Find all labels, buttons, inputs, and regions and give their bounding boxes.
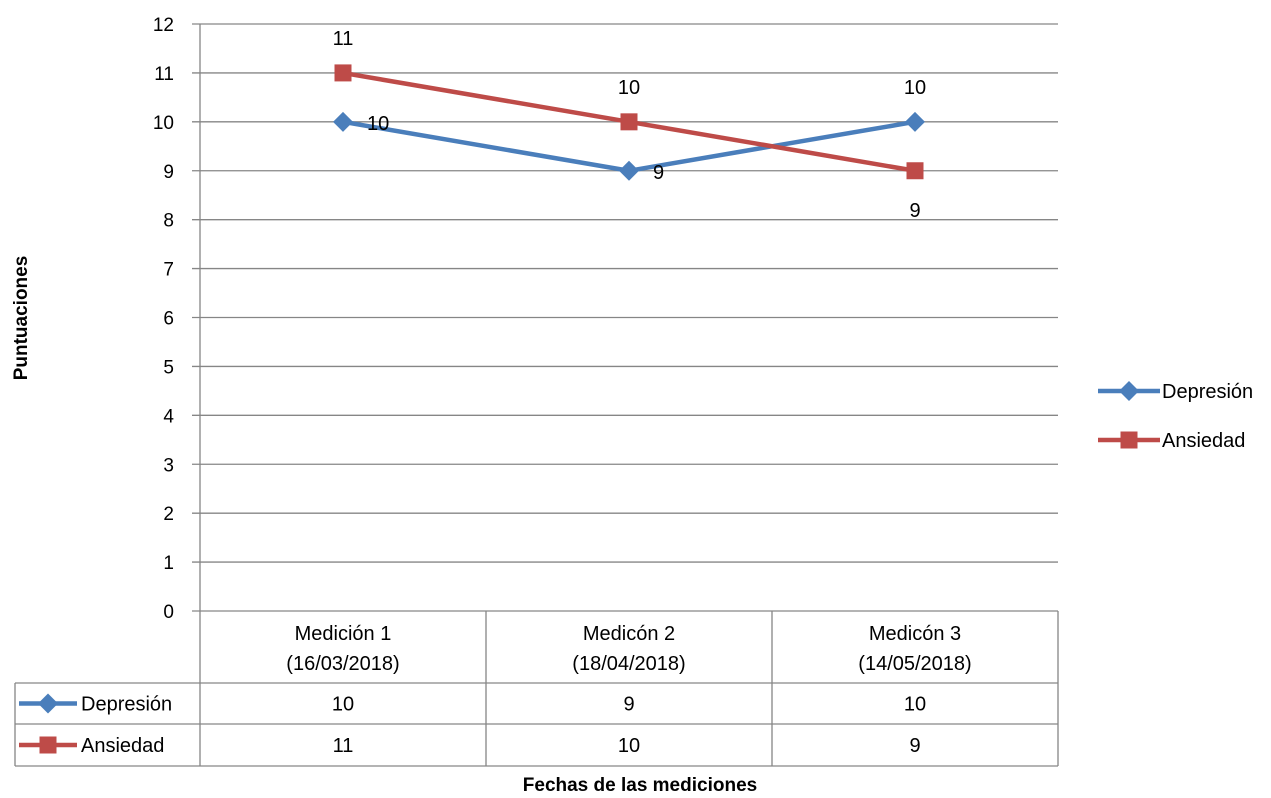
category-label: (18/04/2018) <box>572 653 685 675</box>
legend-key-marker <box>1119 381 1139 401</box>
data-point <box>905 111 925 132</box>
y-tick-label: 1 <box>163 553 174 574</box>
data-label: 11 <box>333 28 354 50</box>
data-point <box>906 162 924 180</box>
table-series-name: Ansiedad <box>81 735 164 757</box>
data-label: 10 <box>618 77 640 99</box>
y-axis-title: Puntuaciones <box>11 256 32 381</box>
legend-entry: Depresión <box>1162 381 1253 403</box>
y-tick-label: 6 <box>163 309 174 330</box>
table-cell-value: 9 <box>623 694 634 716</box>
legend-entry: Ansiedad <box>1162 430 1245 452</box>
y-tick-label: 9 <box>163 162 174 183</box>
data-label: 9 <box>909 200 920 222</box>
data-point <box>619 160 639 181</box>
data-label: 10 <box>367 113 389 135</box>
category-label: Medicón 3 <box>869 623 961 645</box>
y-tick-label: 7 <box>163 260 174 281</box>
gridlines <box>192 23 1058 612</box>
table-cell-value: 10 <box>618 735 640 757</box>
table-series-name: Depresión <box>81 694 172 716</box>
data-point <box>620 113 638 131</box>
y-tick-label: 12 <box>153 15 174 36</box>
data-labels: 10 9 10 11 10 9 <box>333 28 927 222</box>
data-point <box>333 111 353 132</box>
category-label: (14/05/2018) <box>858 653 971 675</box>
x-axis-title: Fechas de las mediciones <box>523 775 757 796</box>
table-cell-value: 10 <box>904 694 926 716</box>
y-tick-label: 8 <box>163 211 174 232</box>
data-label: 10 <box>904 77 926 99</box>
series-markers <box>333 64 925 181</box>
y-tick-label: 11 <box>154 64 174 85</box>
legend: Depresión Ansiedad <box>1098 381 1253 452</box>
category-label: (16/03/2018) <box>286 653 399 675</box>
y-tick-label: 0 <box>163 602 174 623</box>
y-tick-label: 4 <box>163 406 174 427</box>
data-label: 9 <box>653 162 664 184</box>
y-tick-label: 2 <box>163 504 174 525</box>
legend-key-marker <box>1120 431 1138 449</box>
data-point <box>334 64 352 82</box>
table-cell-value: 10 <box>332 694 354 716</box>
category-label: Medicón 2 <box>583 623 675 645</box>
data-table: Medición 1 (16/03/2018) Medicón 2 (18/04/20… <box>14 611 1059 767</box>
table-cell-value: 11 <box>333 735 354 757</box>
category-label: Medición 1 <box>295 623 392 645</box>
table-cell-value: 9 <box>909 735 920 757</box>
y-tick-label: 3 <box>163 455 174 476</box>
table-legend-key-marker <box>38 693 58 714</box>
table-legend-key-marker <box>39 736 57 754</box>
y-tick-label: 10 <box>153 113 174 134</box>
y-tick-label: 5 <box>163 357 174 378</box>
